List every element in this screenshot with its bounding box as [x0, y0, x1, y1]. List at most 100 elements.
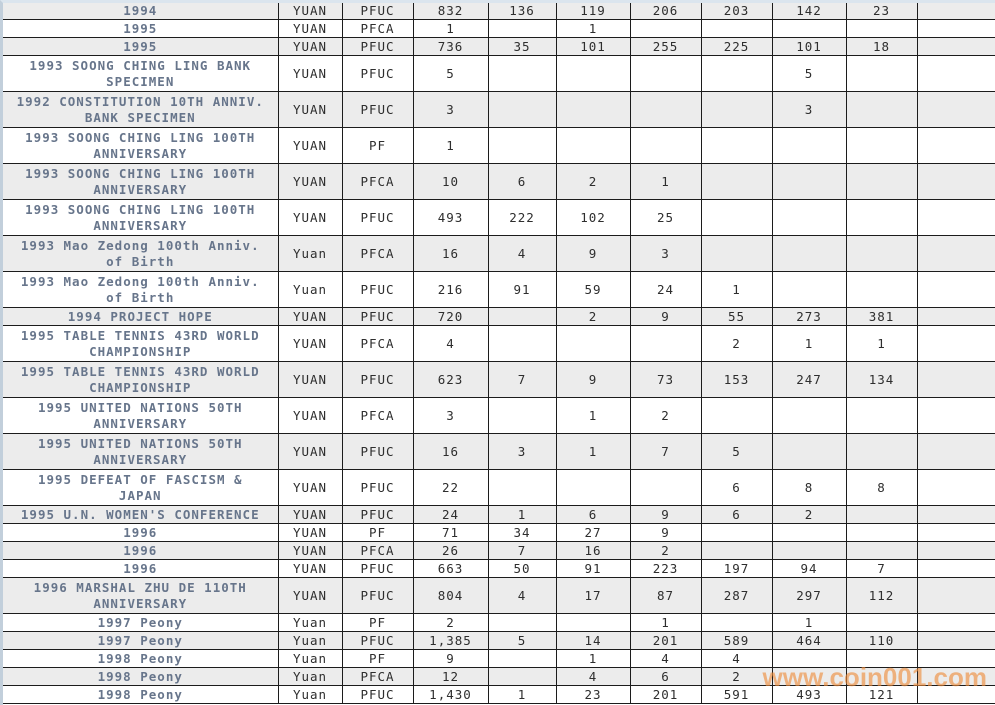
description-cell: 1995 UNITED NATIONS 50TH ANNIVERSARY [3, 397, 279, 434]
table-row: 1993 SOONG CHING LING 100TH ANNIVERSARY YU… [3, 163, 995, 200]
grade-count-cell [845, 199, 918, 236]
grading-population-table: 1994 YUAN PFUC 832 136 119 206 203 142 23 1995 YUAN… [3, 3, 995, 704]
grade-count-cell [845, 55, 918, 92]
table-row: 1993 SOONG CHING LING BANK SPECIMEN YUAN PF… [3, 55, 995, 92]
grade-cell: PFCA [341, 19, 414, 38]
grade-count-cell [555, 127, 631, 164]
grade-count-cell: 101 [771, 37, 847, 56]
grade-count-cell [700, 235, 773, 272]
table-row: 1993 Mao Zedong 100th Anniv. of Birth Yuan… [3, 235, 995, 272]
grade-count-cell: 101 [555, 37, 631, 56]
total-count-cell: 623 [412, 361, 489, 398]
grade-cell: PFCA [341, 163, 414, 200]
description-cell: 1993 SOONG CHING LING 100TH ANNIVERSARY [3, 127, 279, 164]
unit-cell: YUAN [277, 199, 343, 236]
grade-count-cell [487, 307, 557, 326]
unit-cell: YUAN [277, 91, 343, 128]
grade-cell: PFUC [341, 199, 414, 236]
table-row: 1992 CONSTITUTION 10TH ANNIV. BANK SPECIM… [3, 91, 995, 128]
grade-count-cell [771, 433, 847, 470]
grade-count-cell: 225 [700, 37, 773, 56]
empty-cell [916, 325, 995, 362]
table-row: 1994 YUAN PFUC 832 136 119 206 203 142 23 [3, 3, 995, 20]
description-line: ANNIVERSARY [93, 415, 188, 431]
empty-cell [916, 685, 995, 704]
unit-cell: YUAN [277, 55, 343, 92]
table-row: 1993 Mao Zedong 100th Anniv. of Birth Yuan… [3, 271, 995, 308]
grade-count-cell [845, 163, 918, 200]
total-count-cell: 5 [412, 55, 489, 92]
grade-count-cell: 1 [771, 613, 847, 632]
description-line: ANNIVERSARY [93, 181, 188, 197]
grade-count-cell: 110 [845, 631, 918, 650]
grade-count-cell: 55 [700, 307, 773, 326]
grade-cell: PFCA [341, 235, 414, 272]
grade-count-cell: 6 [487, 163, 557, 200]
grade-count-cell: 23 [555, 685, 631, 704]
description-line: 1993 SOONG CHING LING 100TH [25, 201, 256, 217]
total-count-cell: 10 [412, 163, 489, 200]
empty-cell [916, 307, 995, 326]
grade-count-cell: 247 [771, 361, 847, 398]
grade-count-cell [487, 469, 557, 506]
description-cell: 1995 U.N. WOMEN'S CONFERENCE [3, 505, 279, 524]
unit-cell: YUAN [277, 127, 343, 164]
description-line: ANNIVERSARY [93, 451, 188, 467]
grade-cell: PF [341, 649, 414, 668]
total-count-cell: 804 [412, 577, 489, 614]
grade-count-cell [700, 541, 773, 560]
grade-count-cell [487, 127, 557, 164]
grade-count-cell [555, 469, 631, 506]
empty-cell [916, 667, 995, 686]
grade-count-cell: 591 [700, 685, 773, 704]
empty-cell [916, 163, 995, 200]
empty-cell [916, 127, 995, 164]
description-line: ANNIVERSARY [93, 217, 188, 233]
grade-count-cell [845, 19, 918, 38]
unit-cell: YUAN [277, 577, 343, 614]
description-line: 1995 DEFEAT OF FASCISM & [37, 471, 243, 487]
grade-cell: PFUC [341, 271, 414, 308]
empty-cell [916, 271, 995, 308]
grade-count-cell [487, 397, 557, 434]
total-count-cell: 493 [412, 199, 489, 236]
grade-count-cell [771, 163, 847, 200]
grade-count-cell: 6 [700, 469, 773, 506]
description-line: 1996 MARSHAL ZHU DE 110TH [33, 579, 247, 595]
grade-count-cell: 1 [555, 433, 631, 470]
grade-count-cell: 287 [700, 577, 773, 614]
grade-count-cell: 255 [629, 37, 702, 56]
grade-count-cell: 1 [555, 19, 631, 38]
grade-count-cell: 206 [629, 3, 702, 20]
grade-count-cell: 1 [555, 397, 631, 434]
table-row: 1996 YUAN PF 71 34 27 9 [3, 523, 995, 542]
grade-cell: PFUC [341, 361, 414, 398]
grade-count-cell: 4 [700, 649, 773, 668]
grade-count-cell: 121 [845, 685, 918, 704]
unit-cell: YUAN [277, 559, 343, 578]
grade-count-cell: 9 [629, 523, 702, 542]
table-row: 1995 TABLE TENNIS 43RD WORLD CHAMPIONSHIP… [3, 325, 995, 362]
unit-cell: YUAN [277, 163, 343, 200]
total-count-cell: 9 [412, 649, 489, 668]
description-cell: 1993 Mao Zedong 100th Anniv. of Birth [3, 271, 279, 308]
total-count-cell: 1,430 [412, 685, 489, 704]
empty-cell [916, 505, 995, 524]
grade-count-cell: 27 [555, 523, 631, 542]
total-count-cell: 720 [412, 307, 489, 326]
grade-count-cell: 7 [845, 559, 918, 578]
grade-count-cell [845, 127, 918, 164]
table-row: 1998 Peony Yuan PFCA 12 4 6 2 [3, 667, 995, 686]
grade-count-cell: 102 [555, 199, 631, 236]
grade-count-cell [845, 541, 918, 560]
table-row: 1993 SOONG CHING LING 100TH ANNIVERSARY YU… [3, 199, 995, 236]
grade-count-cell [487, 325, 557, 362]
grade-count-cell: 7 [629, 433, 702, 470]
unit-cell: YUAN [277, 469, 343, 506]
grade-count-cell: 24 [629, 271, 702, 308]
unit-cell: YUAN [277, 433, 343, 470]
unit-cell: YUAN [277, 307, 343, 326]
empty-cell [916, 433, 995, 470]
description-cell: 1993 SOONG CHING LING BANK SPECIMEN [3, 55, 279, 92]
